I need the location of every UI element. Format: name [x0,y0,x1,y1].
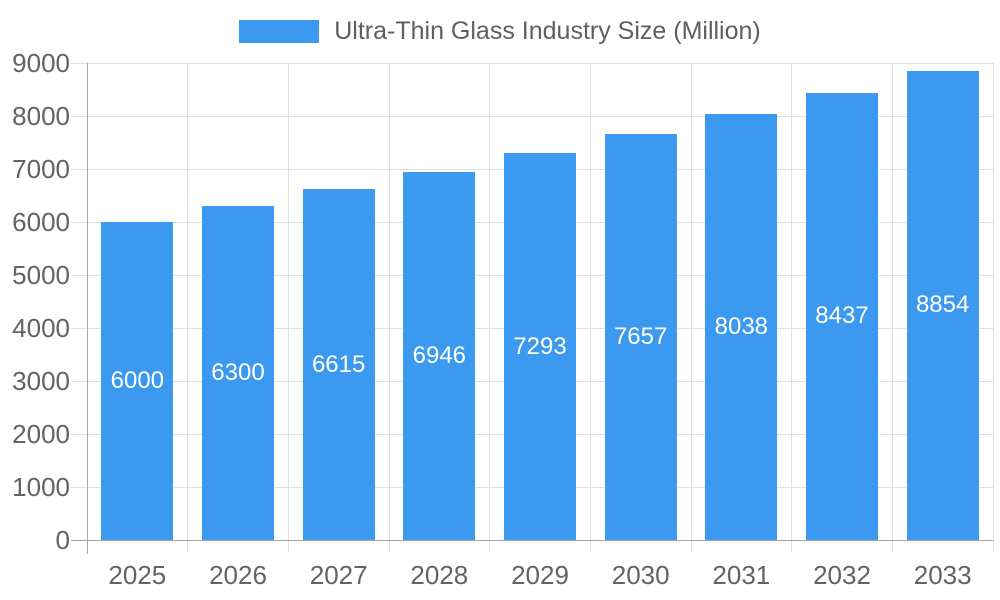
x-gridline [287,63,289,540]
bar[interactable] [202,206,274,540]
x-axis-tick-label: 2028 [410,560,469,590]
y-axis-line [86,63,88,554]
x-axis-tick-label: 2030 [611,560,670,590]
bar-value-label: 8038 [714,312,769,340]
y-axis-tick-label: 8000 [12,101,70,131]
bar[interactable] [705,113,778,540]
y-axis-tick [71,221,87,223]
bar-value-label: 6300 [211,359,265,387]
x-axis-tick [891,540,893,552]
x-axis-tick-label: 2025 [108,560,167,590]
bar-value-label: 6615 [311,350,366,378]
x-gridline [791,63,793,540]
x-axis-tick [287,540,289,552]
y-gridline [87,115,993,117]
x-axis-tick-label: 2029 [511,560,569,590]
bar-value-label: 8854 [915,291,970,319]
y-axis-tick [71,168,87,170]
x-axis-tick [187,540,189,552]
y-axis-tick-label: 2000 [12,419,70,449]
x-axis-tick [791,540,793,552]
y-axis-tick [71,62,87,64]
y-axis-tick-label: 9000 [12,48,70,78]
bar-value-label: 6946 [412,341,467,369]
x-gridline [489,63,491,540]
x-axis-tick [489,540,491,552]
bar[interactable] [504,153,576,540]
legend[interactable]: Ultra-Thin Glass Industry Size (Million) [0,17,1000,45]
y-axis-tick-label: 1000 [12,472,70,502]
legend-swatch-icon [239,19,320,43]
y-axis-tick-label: 6000 [12,207,70,237]
x-axis-tick [388,540,390,552]
bar[interactable] [302,189,375,540]
x-axis-line [71,539,993,541]
x-axis-tick-label: 2027 [309,560,368,590]
y-axis-tick-label: 5000 [12,260,70,290]
bar[interactable] [806,92,878,540]
y-axis-tick [71,433,87,435]
x-gridline [690,63,692,540]
y-axis-tick [71,486,87,488]
x-gridline [992,63,994,540]
y-axis-tick [71,327,87,329]
bar[interactable] [604,134,677,540]
x-axis-tick-label: 2032 [813,560,871,590]
y-axis-tick-label: 7000 [12,154,70,184]
y-gridline [87,62,993,64]
bar-value-label: 7293 [513,332,567,360]
bar-value-label: 6000 [110,367,165,394]
y-axis-tick [71,274,87,276]
x-gridline [187,63,189,540]
x-axis-tick-label: 2031 [712,560,771,590]
x-gridline [589,63,591,540]
x-gridline [388,63,390,540]
bar[interactable] [403,171,476,540]
bar[interactable] [906,70,979,540]
bar[interactable] [101,222,174,540]
x-axis-tick-label: 2033 [913,560,972,590]
x-axis-tick [589,540,591,552]
y-axis-tick-label: 0 [55,525,70,555]
bar-value-label: 8437 [815,302,869,330]
y-axis-tick-label: 3000 [12,366,70,396]
y-axis-tick-label: 4000 [12,313,70,343]
y-axis-tick [71,380,87,382]
x-axis-tick [690,540,692,552]
y-axis-tick [71,115,87,117]
legend-label: Ultra-Thin Glass Industry Size (Million) [334,16,761,45]
bar-value-label: 7657 [613,323,668,351]
x-axis-tick [992,540,994,552]
x-gridline [891,63,893,540]
x-axis-tick-label: 2026 [209,560,267,590]
